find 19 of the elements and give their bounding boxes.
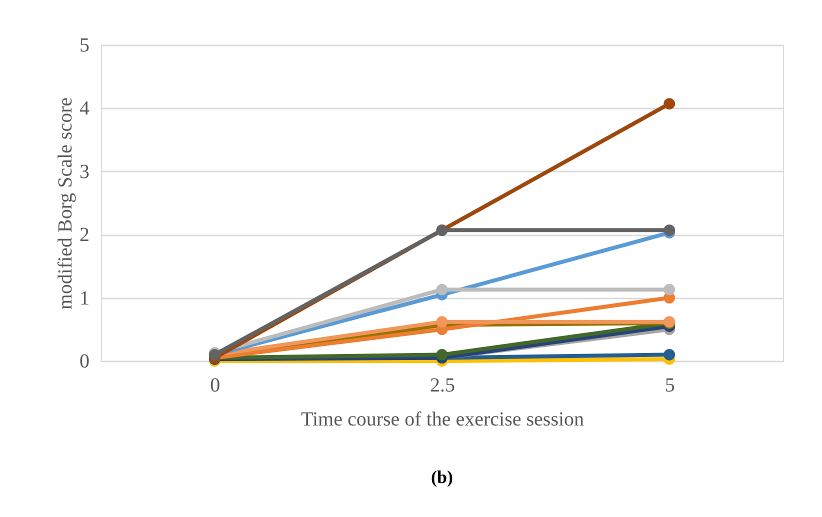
y-tick-label: 5 [80,34,90,56]
point [664,98,676,110]
text: (b) [431,467,454,487]
y-tick-label: 2 [80,224,90,246]
point [664,224,676,236]
point [436,348,448,360]
point [436,316,448,328]
x-tick-label: 5 [664,374,675,396]
point [664,348,676,360]
x-axis-title: Time course of the exercise session [300,408,584,430]
y-tick-label: 0 [80,350,90,372]
y-tick-label: 3 [80,160,90,183]
point [664,284,676,296]
y-axis-title: modified Borg Scale score [54,97,76,310]
x-tick-label: 0 [210,374,220,396]
y-tick-label: 4 [80,98,90,120]
x-tick-label: 2.5 [430,374,455,396]
y-tick-label: 1 [80,287,90,310]
point [436,284,448,296]
